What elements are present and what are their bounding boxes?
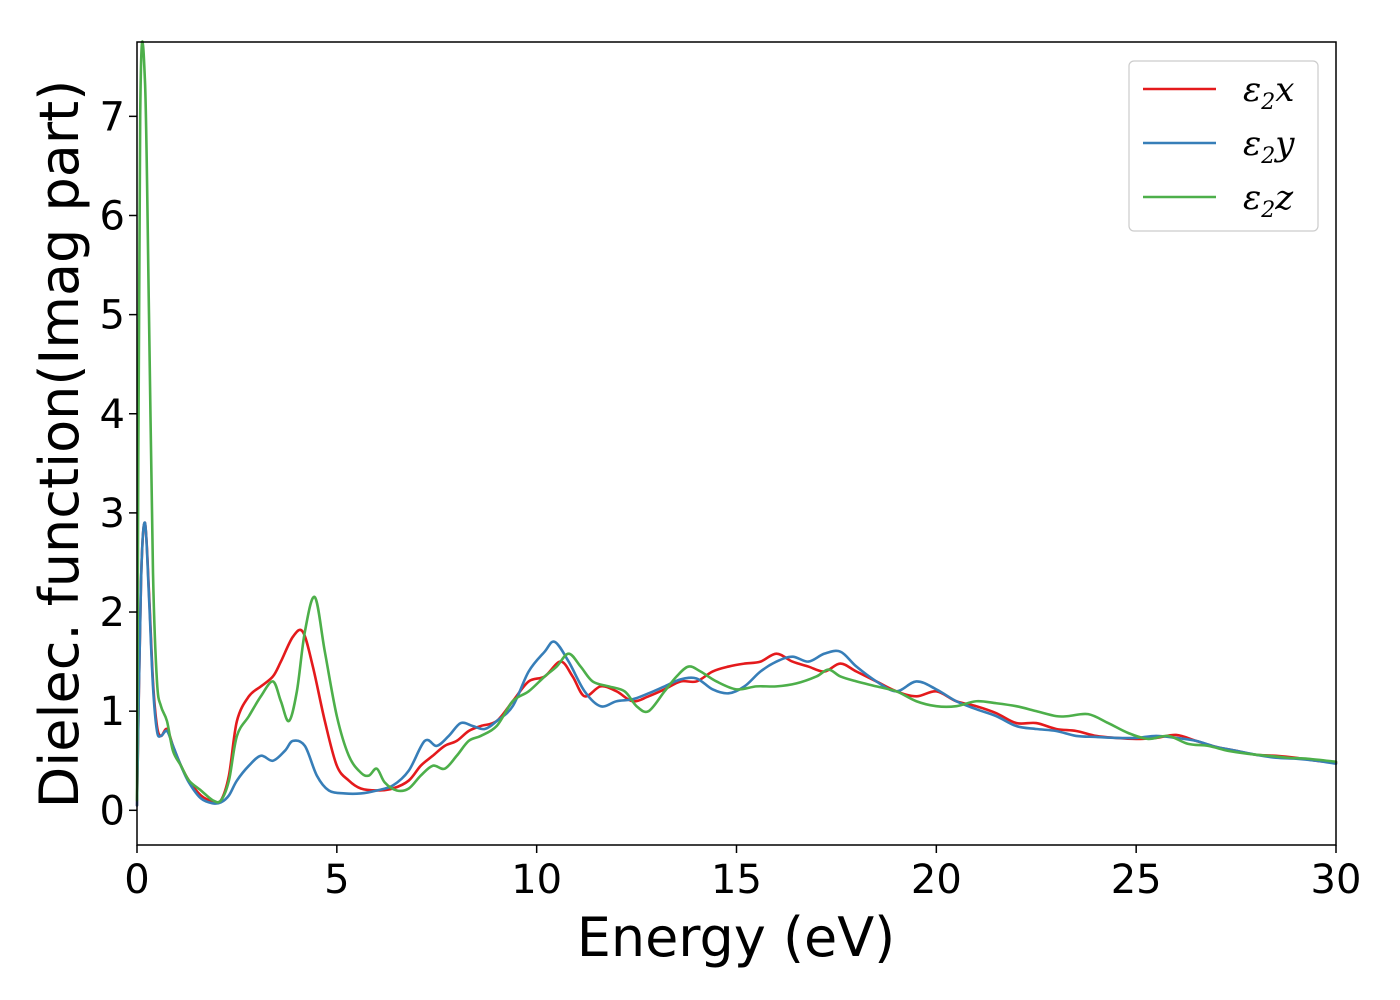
x-tick-label: 25 xyxy=(1111,857,1162,903)
y-tick-label: 7 xyxy=(100,94,125,140)
y-tick-label: 2 xyxy=(100,590,125,636)
x-tick-label: 5 xyxy=(324,857,349,903)
x-axis-label: Energy (eV) xyxy=(577,906,896,969)
y-tick-label: 3 xyxy=(100,491,125,537)
series-line-3 xyxy=(135,40,1338,804)
y-tick-label: 1 xyxy=(100,689,125,735)
x-tick-label: 0 xyxy=(124,857,149,903)
legend-label-1: ε2x xyxy=(1243,70,1294,115)
y-axis-label: Dielec. function(Imag part) xyxy=(28,80,91,809)
ticks-layer: 0 5 10 15 20 25 30 0 1 2 3 4 5 6 7 xyxy=(100,94,1362,903)
legend-box xyxy=(1128,60,1319,232)
x-tick-label: 15 xyxy=(711,857,762,903)
y-tick-label: 5 xyxy=(100,293,125,339)
y-tick-label: 0 xyxy=(100,788,125,834)
x-tick-label: 10 xyxy=(511,857,562,903)
legend: ε2x ε2y ε2z xyxy=(1128,60,1319,232)
x-tick-label: 30 xyxy=(1311,857,1362,903)
series-layer xyxy=(135,40,1338,807)
series-line-1 xyxy=(135,521,1338,807)
legend-label-3: ε2z xyxy=(1243,178,1294,223)
legend-label-2: ε2y xyxy=(1243,124,1295,169)
y-tick-label: 4 xyxy=(100,392,125,438)
y-tick-label: 6 xyxy=(100,193,125,239)
x-tick-label: 20 xyxy=(911,857,962,903)
